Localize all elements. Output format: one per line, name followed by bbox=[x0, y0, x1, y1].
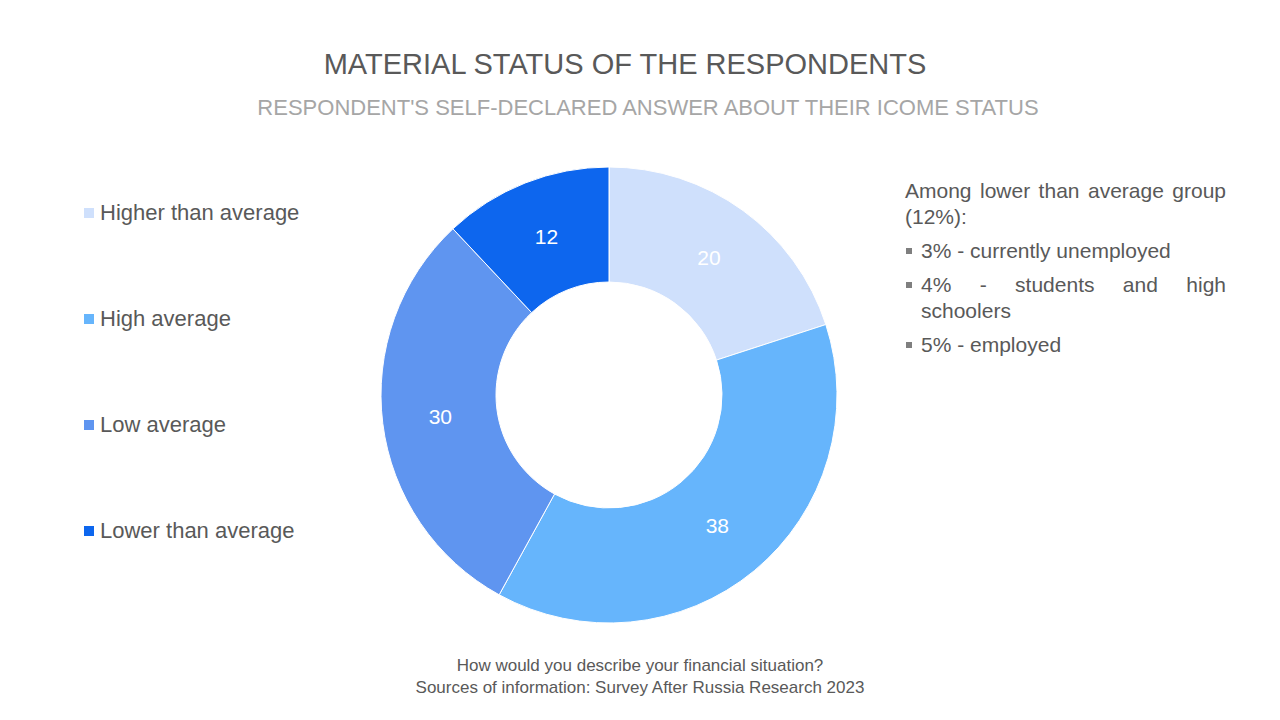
html-text:Lower than average: Lower than average bbox=[100, 518, 295, 543]
html-text:4% - students and high schoole: 4% - students and high schoolers bbox=[921, 273, 1226, 322]
html-text:Low average: Low average bbox=[100, 412, 226, 437]
html-text:RESPONDENT'S SELF-DECLARED ANS: RESPONDENT'S SELF-DECLARED ANSWER ABOUT … bbox=[257, 95, 1039, 120]
html-text:Sources of information: Survey: Sources of information: Survey After Rus… bbox=[415, 678, 865, 697]
svg-text:20: 20 bbox=[697, 246, 720, 269]
html-text:High average: High average bbox=[100, 306, 231, 331]
svg-text:12: 12 bbox=[535, 225, 558, 248]
html-text:Higher than average: Higher than average bbox=[100, 200, 300, 225]
html-text:Among lower than average group: Among lower than average group (12%): bbox=[905, 179, 1226, 228]
html-text:5% - employed: 5% - employed bbox=[921, 333, 1062, 356]
html-text:3% - currently unemployed: 3% - currently unemployed bbox=[921, 239, 1171, 262]
html-text:MATERIAL STATUS OF THE RESPOND: MATERIAL STATUS OF THE RESPONDENTS bbox=[323, 48, 927, 80]
html-text:How would you describe your fi: How would you describe your financial si… bbox=[456, 656, 824, 675]
svg-text:30: 30 bbox=[429, 405, 452, 428]
svg-text:38: 38 bbox=[706, 514, 729, 537]
